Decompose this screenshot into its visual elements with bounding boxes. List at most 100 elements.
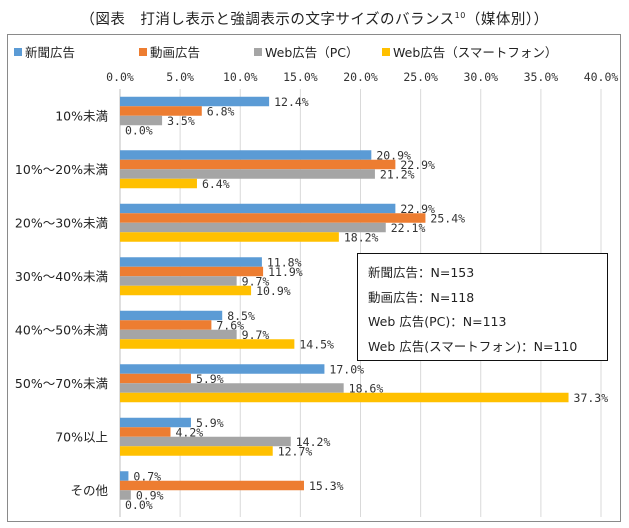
figure-title-suffix: （媒体別）） [465,12,549,28]
bar [120,373,191,384]
data-label: 0.9% [136,488,164,502]
data-label: 22.9% [400,202,435,216]
data-label: 7.6% [216,318,244,332]
data-label: 22.9% [400,158,435,172]
data-label: 20.9% [376,148,411,162]
bar [120,427,171,437]
data-label: 10.9% [256,284,291,298]
sample-size-web-smartphone: Web 広告(スマートフォン)：N=110 [368,338,578,354]
bar [120,329,237,340]
category-label: 30%～40%未満 [15,269,108,284]
data-label: 6.8% [207,104,235,118]
data-label: 17.0% [329,362,364,376]
x-tick-label: 40.0% [584,70,619,84]
data-label: 12.4% [274,95,309,109]
data-label: 21.2% [380,167,415,181]
x-tick-label: 5.0% [166,70,194,84]
x-tick-label: 35.0% [524,70,559,84]
legend-swatch [139,48,147,56]
sample-size-web-pc: Web 広告(PC)：N=113 [368,314,507,329]
data-label: 0.0% [125,123,153,137]
bar [120,169,375,179]
legend-label: Web広告（スマートフォン） [393,45,558,60]
legend-swatch [14,48,22,56]
data-label: 4.2% [176,425,204,439]
data-label: 25.4% [430,211,465,225]
bar [120,310,223,321]
bar [120,232,339,242]
bar [120,276,237,286]
bar [120,178,197,189]
data-label: 12.7% [278,444,313,458]
data-label: 8.5% [227,309,255,323]
legend-label: 動画広告 [150,45,201,60]
category-label: 10%～20%未満 [15,162,108,177]
x-tick-label: 20.0% [343,70,378,84]
legend-item: Web広告（スマートフォン） [382,42,557,61]
figure-title-text: （図表 打消し表示と強調表示の文字サイズのバランス [80,12,455,28]
sample-size-newspaper: 新聞広告：N=153 [368,265,475,280]
legend-label: Web広告（PC） [265,45,359,60]
bar [120,106,202,116]
bar [120,417,191,428]
chart-frame [7,34,621,522]
bar [120,115,163,126]
data-label: 9.7% [242,328,270,342]
category-label: その他 [70,483,108,498]
bar [120,222,386,233]
data-label: 11.9% [268,265,303,279]
figure-title: （図表 打消し表示と強調表示の文字サイズのバランス10（媒体別）） [0,8,629,29]
bar [120,392,569,403]
x-tick-label: 0.0% [106,70,134,84]
bar [120,213,426,223]
bar [120,490,131,500]
data-label: 11.8% [267,255,302,269]
data-label: 5.9% [196,372,224,386]
bar [120,436,291,447]
data-label: 14.2% [296,435,331,449]
category-label: 70%以上 [55,429,108,444]
bar [120,471,129,481]
legend-swatch [382,48,390,56]
data-label: 18.6% [349,381,384,395]
category-label: 20%～30%未満 [15,215,108,230]
data-label: 3.5% [167,114,195,128]
legend-swatch [254,48,262,56]
data-label: 0.0% [125,498,153,512]
data-label: 6.4% [202,177,230,191]
bar [120,266,264,277]
category-label: 10%未満 [55,108,108,123]
x-tick-label: 10.0% [223,70,258,84]
legend-label: 新聞広告 [25,45,76,60]
category-label: 40%～50%未満 [15,322,108,337]
bar [120,339,295,349]
data-label: 9.7% [242,274,270,288]
data-label: 18.2% [344,230,379,244]
data-label: 22.1% [391,221,426,235]
legend-item: 動画広告 [139,42,200,61]
bar [120,446,273,456]
sample-size-video: 動画広告：N=118 [368,289,475,305]
data-label: 5.9% [196,416,224,430]
x-tick-label: 25.0% [403,70,438,84]
legend-item: Web広告（PC） [254,42,359,61]
bar [120,150,372,160]
bar [120,320,212,330]
data-label: 14.5% [299,337,334,351]
footnote-marker: 10 [454,11,466,21]
data-label: 15.3% [309,479,344,493]
bar [120,285,252,296]
data-label: 37.3% [574,391,609,405]
bar [120,159,396,170]
bar [120,364,325,374]
x-tick-label: 15.0% [283,70,318,84]
category-label: 50%～70%未満 [15,376,108,391]
bar [120,203,396,214]
x-tick-label: 30.0% [463,70,498,84]
chart-legend: 新聞広告 動画広告 Web広告（PC） Web広告（スマートフォン） [14,42,614,60]
data-label: 0.7% [133,469,161,483]
bar [120,257,262,267]
sample-size-box: 新聞広告：N=153 動画広告：N=118 Web 広告(PC)：N=113 W… [357,253,608,361]
bar [120,480,304,491]
